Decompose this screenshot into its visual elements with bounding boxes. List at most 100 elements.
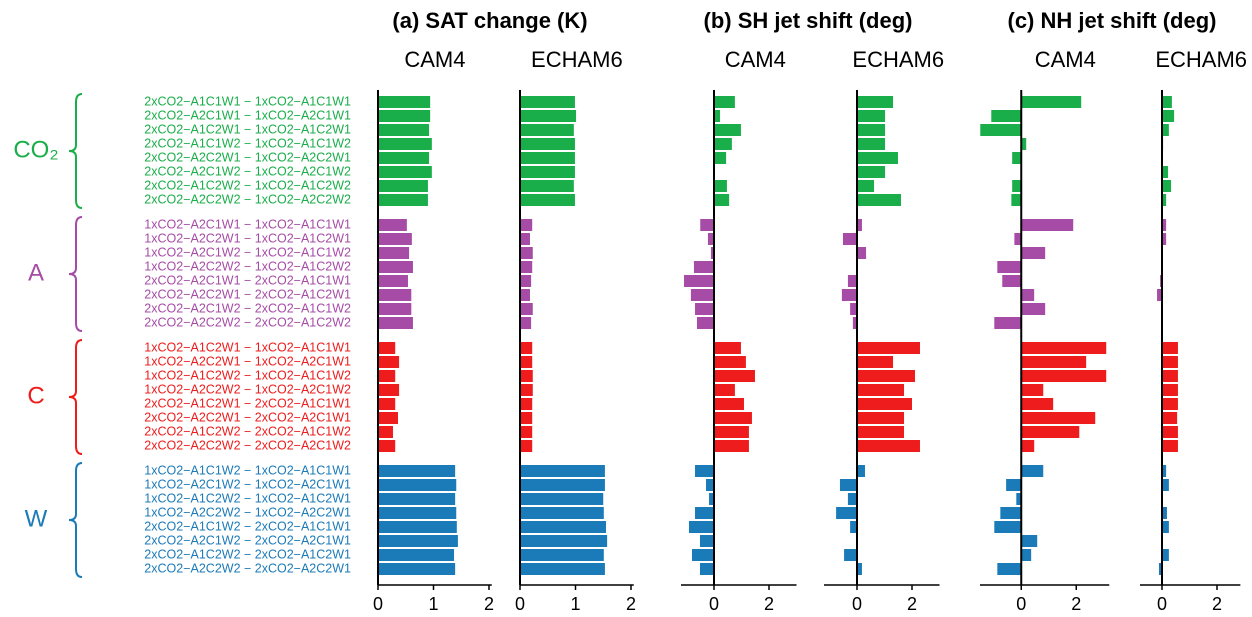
category-label: 2xCO2−A2C2W1 − 1xCO2−A2C2W1 (144, 150, 351, 164)
bar (1021, 426, 1080, 438)
bar (1162, 440, 1178, 452)
bar (520, 317, 532, 329)
bar (714, 96, 735, 108)
bar (520, 289, 530, 301)
bar (1162, 124, 1169, 136)
category-label: 1xCO2−A2C1W2 − 1xCO2−A2C1W1 (144, 477, 351, 491)
bar (839, 479, 857, 491)
category-label: 1xCO2−A2C2W1 − 1xCO2−A2C1W1 (144, 354, 351, 368)
bar (378, 138, 432, 150)
group-label: C (27, 382, 44, 409)
bar (994, 317, 1022, 329)
bar (857, 166, 886, 178)
bar (997, 261, 1022, 273)
bar (857, 426, 905, 438)
bar (857, 356, 894, 368)
bar (378, 261, 413, 273)
bar (520, 194, 575, 206)
bar (714, 370, 755, 382)
x-tick-label: 0 (852, 594, 862, 614)
bar (847, 275, 857, 287)
bar (1158, 563, 1162, 575)
bar (520, 247, 533, 259)
bar (520, 303, 533, 315)
bar (1162, 166, 1169, 178)
model-label: CAM4 (1035, 47, 1096, 72)
bar (1162, 356, 1178, 368)
bar (850, 521, 857, 533)
bar (378, 398, 396, 410)
bar (1016, 493, 1022, 505)
category-label: 2xCO2−A1C2W2 − 2xCO2−A1C1W2 (144, 424, 351, 438)
bar (1162, 110, 1175, 122)
bar (695, 507, 714, 519)
bar (378, 370, 396, 382)
bar (857, 194, 901, 206)
bar (520, 110, 577, 122)
bar (378, 303, 412, 315)
panel-title: (b) SH jet shift (deg) (704, 8, 913, 33)
bar (1157, 289, 1162, 301)
bar (378, 124, 430, 136)
model-label: ECHAM6 (531, 47, 623, 72)
bar (1012, 152, 1022, 164)
x-tick-label: 2 (1071, 594, 1081, 614)
bar (714, 412, 752, 424)
bar (857, 440, 920, 452)
bar (1162, 412, 1178, 424)
bar (378, 152, 430, 164)
bar (520, 124, 574, 136)
bar (709, 493, 714, 505)
x-tick-label: 0 (515, 594, 525, 614)
bar (714, 194, 730, 206)
bar (1021, 398, 1054, 410)
bar (378, 275, 408, 287)
bar (378, 180, 428, 192)
bar (520, 493, 604, 505)
bar (1162, 398, 1178, 410)
bar (857, 180, 875, 192)
category-label: 1xCO2−A2C2W2 − 1xCO2−A1C2W2 (144, 259, 351, 273)
bar (520, 275, 532, 287)
bar (1162, 549, 1169, 561)
bar (1162, 180, 1172, 192)
bar (857, 219, 862, 231)
bar (1021, 303, 1046, 315)
bar (1162, 342, 1178, 354)
bar (1162, 521, 1169, 533)
bar (841, 289, 857, 301)
category-label: 2xCO2−A1C2W1 − 2xCO2−A1C1W1 (144, 396, 351, 410)
bar (857, 124, 886, 136)
bar (1011, 194, 1022, 206)
bar (857, 342, 920, 354)
bar (378, 412, 398, 424)
bar (842, 233, 857, 245)
bar (857, 412, 905, 424)
bar (980, 124, 1022, 136)
bar (378, 233, 412, 245)
bar (378, 384, 400, 396)
x-tick-label: 1 (428, 594, 438, 614)
bar (378, 317, 413, 329)
bar (1162, 384, 1178, 396)
group-label: W (25, 505, 48, 532)
bar (520, 412, 533, 424)
bar (378, 440, 396, 452)
category-label: 1xCO2−A2C1W1 − 1xCO2−A1C1W1 (144, 217, 351, 231)
bar (520, 426, 533, 438)
bar (714, 342, 741, 354)
bar (714, 152, 727, 164)
x-tick-label: 0 (709, 594, 719, 614)
x-tick-label: 0 (1016, 594, 1026, 614)
bar (1021, 138, 1027, 150)
bar (520, 180, 574, 192)
bar (520, 479, 605, 491)
category-label: 2xCO2−A1C1W2 − 1xCO2−A1C1W2 (144, 136, 351, 150)
bar (844, 549, 857, 561)
x-tick-label: 0 (1157, 594, 1167, 614)
bar (1162, 479, 1169, 491)
panel-title: (c) NH jet shift (deg) (1008, 8, 1217, 33)
bar (847, 493, 857, 505)
bar (857, 96, 894, 108)
bar (1021, 549, 1032, 561)
